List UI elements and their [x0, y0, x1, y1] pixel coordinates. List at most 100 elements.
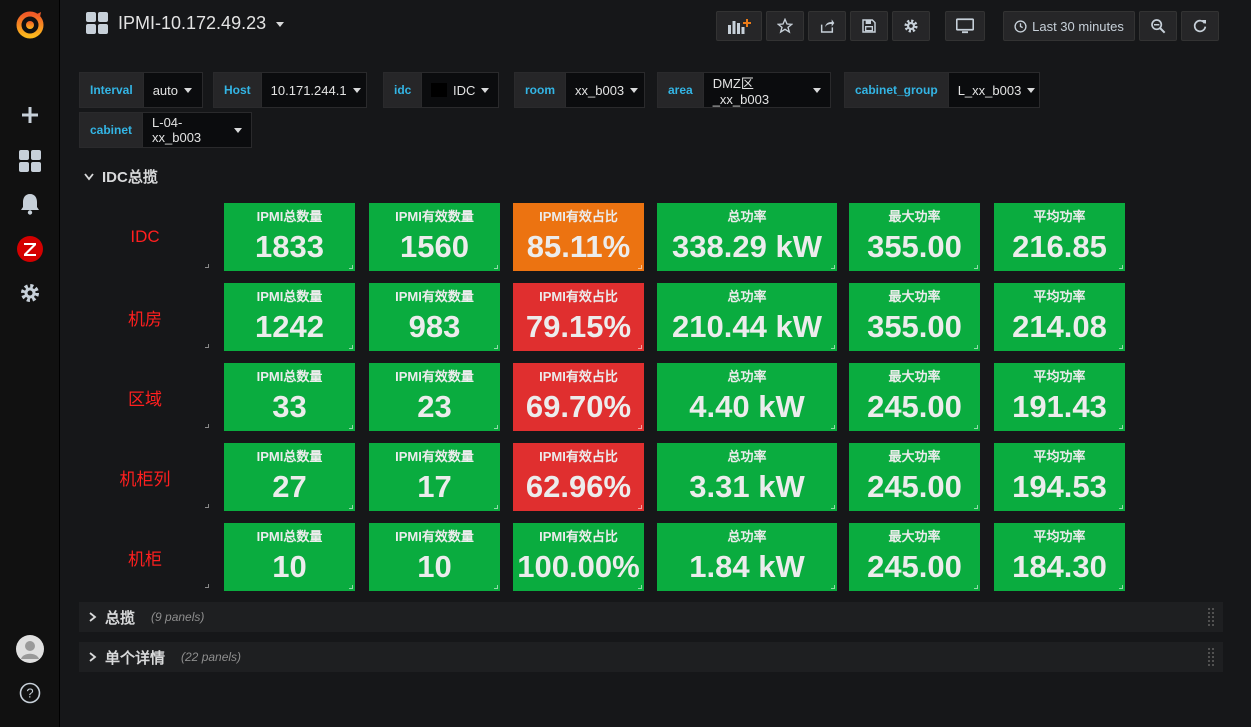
row-header-idc-overview[interactable]: IDC总揽: [84, 166, 158, 187]
resize-handle-icon[interactable]: [494, 585, 498, 589]
stat-panel[interactable]: IPMI有效占比 62.96%: [513, 443, 644, 511]
stat-panel[interactable]: 平均功率 191.43: [994, 363, 1125, 431]
collapsed-row-details[interactable]: 单个详情 (22 panels): [79, 642, 1223, 672]
resize-handle-icon[interactable]: [1119, 425, 1123, 429]
resize-handle-icon[interactable]: [349, 585, 353, 589]
stat-panel[interactable]: IPMI有效占比 100.00%: [513, 523, 644, 591]
grafana-logo-icon[interactable]: [0, 8, 60, 42]
stat-panel[interactable]: IPMI总数量 1833: [224, 203, 355, 271]
stat-panel[interactable]: IPMI有效数量 23: [369, 363, 500, 431]
resize-handle-icon[interactable]: [638, 345, 642, 349]
variable-dropdown[interactable]: L-04-xx_b003: [143, 113, 252, 147]
variable-dropdown[interactable]: DMZ区_xx_b003: [703, 73, 830, 107]
resize-handle-icon[interactable]: [349, 505, 353, 509]
stat-panel[interactable]: 最大功率 245.00: [849, 363, 980, 431]
chevron-down-icon: [1027, 87, 1036, 93]
question-icon[interactable]: ?: [0, 680, 60, 706]
resize-handle-icon[interactable]: [831, 585, 835, 589]
stat-panel[interactable]: 最大功率 355.00: [849, 203, 980, 271]
avatar-icon[interactable]: [0, 634, 60, 664]
gear-icon[interactable]: [0, 280, 60, 306]
resize-handle-icon[interactable]: [974, 425, 978, 429]
resize-handle-icon[interactable]: [974, 265, 978, 269]
resize-handle-icon[interactable]: [205, 424, 209, 428]
resize-handle-icon[interactable]: [638, 425, 642, 429]
resize-handle-icon[interactable]: [205, 344, 209, 348]
resize-handle-icon[interactable]: [494, 265, 498, 269]
stat-panel[interactable]: IPMI有效数量 10: [369, 523, 500, 591]
stat-panel[interactable]: IPMI有效数量 983: [369, 283, 500, 351]
share-icon: [820, 19, 835, 33]
resize-handle-icon[interactable]: [349, 425, 353, 429]
resize-handle-icon[interactable]: [205, 264, 209, 268]
stat-panel[interactable]: 平均功率 214.08: [994, 283, 1125, 351]
stat-panel[interactable]: IPMI有效占比 79.15%: [513, 283, 644, 351]
settings-button[interactable]: [892, 11, 930, 41]
resize-handle-icon[interactable]: [974, 505, 978, 509]
resize-handle-icon[interactable]: [494, 505, 498, 509]
zabbix-icon[interactable]: [0, 234, 60, 264]
star-button[interactable]: [766, 11, 804, 41]
stat-panel[interactable]: 总功率 210.44 kW: [657, 283, 837, 351]
variable-label: Host: [214, 73, 262, 107]
resize-handle-icon[interactable]: [831, 505, 835, 509]
stat-panel[interactable]: 平均功率 194.53: [994, 443, 1125, 511]
stat-panel[interactable]: 总功率 4.40 kW: [657, 363, 837, 431]
resize-handle-icon[interactable]: [349, 345, 353, 349]
zoom-out-button[interactable]: [1139, 11, 1177, 41]
plus-icon[interactable]: [0, 103, 60, 127]
variable-dropdown[interactable]: 10.171.244.1: [261, 73, 366, 107]
stat-panel[interactable]: 总功率 1.84 kW: [657, 523, 837, 591]
resize-handle-icon[interactable]: [638, 265, 642, 269]
variable-dropdown[interactable]: IDC: [422, 73, 499, 107]
tv-mode-button[interactable]: [945, 11, 985, 41]
drag-handle-icon[interactable]: [1207, 607, 1215, 627]
resize-handle-icon[interactable]: [494, 425, 498, 429]
dashboard-picker[interactable]: IPMI-10.172.49.23: [86, 12, 285, 34]
stat-panel[interactable]: IPMI有效占比 85.11%: [513, 203, 644, 271]
variable-dropdown[interactable]: auto: [143, 73, 202, 107]
stat-panel[interactable]: IPMI总数量 33: [224, 363, 355, 431]
stat-panel[interactable]: 平均功率 184.30: [994, 523, 1125, 591]
stat-panel[interactable]: 总功率 3.31 kW: [657, 443, 837, 511]
resize-handle-icon[interactable]: [831, 345, 835, 349]
save-button[interactable]: [850, 11, 888, 41]
resize-handle-icon[interactable]: [638, 585, 642, 589]
resize-handle-icon[interactable]: [974, 345, 978, 349]
resize-handle-icon[interactable]: [1119, 265, 1123, 269]
resize-handle-icon[interactable]: [349, 265, 353, 269]
stat-panel[interactable]: 总功率 338.29 kW: [657, 203, 837, 271]
resize-handle-icon[interactable]: [205, 504, 209, 508]
stat-panel[interactable]: 最大功率 245.00: [849, 523, 980, 591]
add-panel-button[interactable]: [716, 11, 762, 41]
stat-panel[interactable]: IPMI有效占比 69.70%: [513, 363, 644, 431]
stat-panel[interactable]: IPMI总数量 1242: [224, 283, 355, 351]
drag-handle-icon[interactable]: [1207, 647, 1215, 667]
resize-handle-icon[interactable]: [831, 425, 835, 429]
variable-dropdown[interactable]: xx_b003: [566, 73, 644, 107]
refresh-button[interactable]: [1181, 11, 1219, 41]
share-button[interactable]: [808, 11, 846, 41]
resize-handle-icon[interactable]: [205, 584, 209, 588]
stat-panel[interactable]: IPMI总数量 27: [224, 443, 355, 511]
resize-handle-icon[interactable]: [1119, 585, 1123, 589]
resize-handle-icon[interactable]: [638, 505, 642, 509]
stat-panel[interactable]: 平均功率 216.85: [994, 203, 1125, 271]
resize-handle-icon[interactable]: [494, 345, 498, 349]
stat-panel[interactable]: IPMI有效数量 17: [369, 443, 500, 511]
stat-panel[interactable]: 最大功率 355.00: [849, 283, 980, 351]
apps-grid-icon[interactable]: [0, 148, 60, 174]
clock-icon: [1014, 19, 1027, 33]
time-picker-button[interactable]: Last 30 minutes: [1003, 11, 1135, 41]
bell-icon[interactable]: [0, 191, 60, 217]
stat-panel[interactable]: IPMI总数量 10: [224, 523, 355, 591]
resize-handle-icon[interactable]: [1119, 345, 1123, 349]
collapsed-row-overview[interactable]: 总揽 (9 panels): [79, 602, 1223, 632]
stat-value: 245.00: [867, 469, 962, 504]
resize-handle-icon[interactable]: [974, 585, 978, 589]
stat-panel[interactable]: 最大功率 245.00: [849, 443, 980, 511]
resize-handle-icon[interactable]: [831, 265, 835, 269]
resize-handle-icon[interactable]: [1119, 505, 1123, 509]
stat-panel[interactable]: IPMI有效数量 1560: [369, 203, 500, 271]
variable-dropdown[interactable]: L_xx_b003: [948, 73, 1039, 107]
